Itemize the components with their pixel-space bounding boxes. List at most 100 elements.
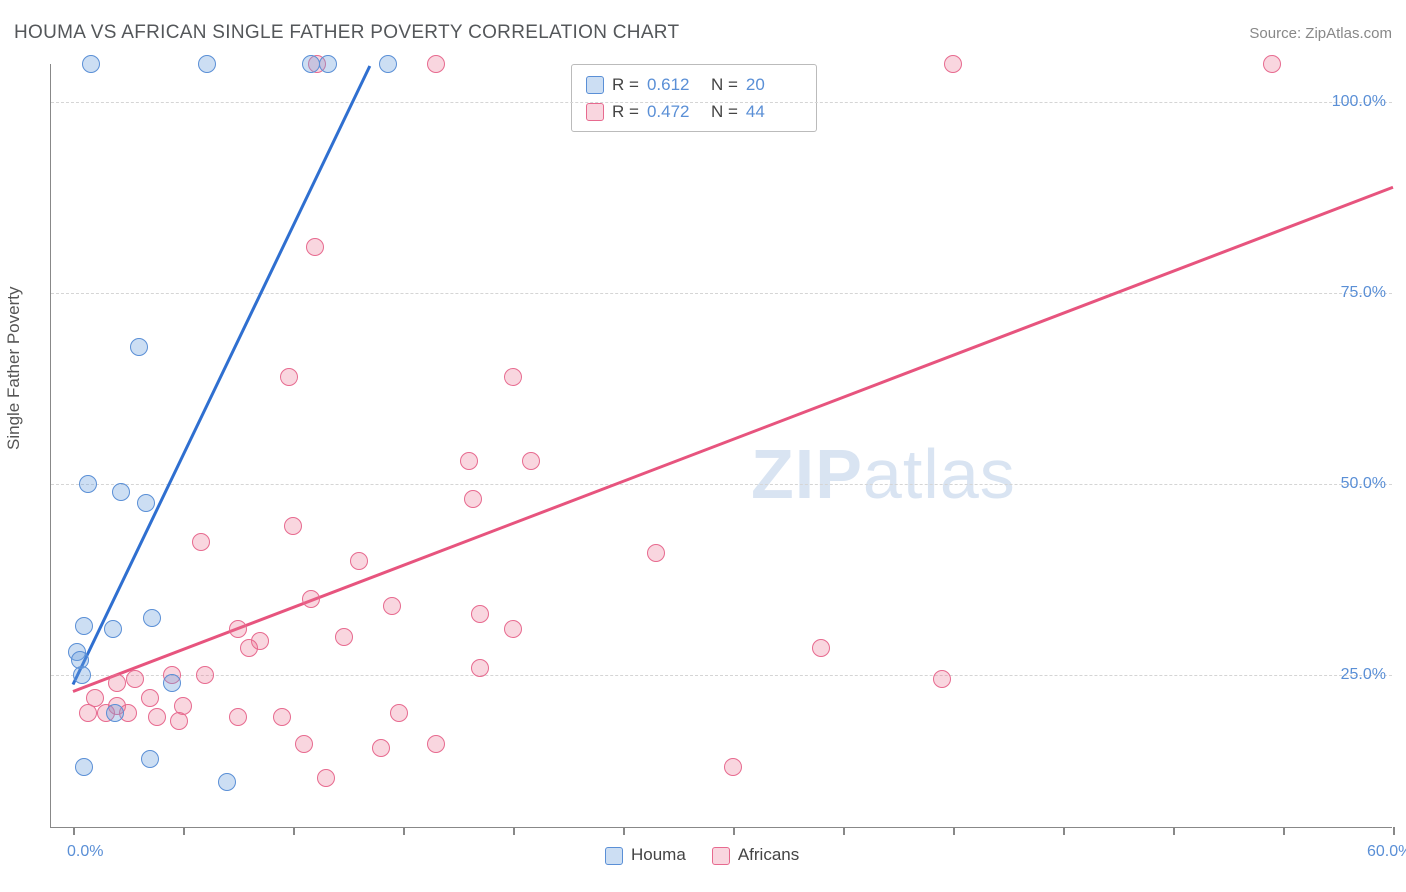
- scatter-point-africans: [273, 708, 291, 726]
- scatter-point-africans: [812, 639, 830, 657]
- source-prefix: Source:: [1249, 25, 1305, 42]
- scatter-point-houma: [104, 620, 122, 638]
- legend-series: Houma Africans: [605, 845, 799, 865]
- scatter-point-africans: [933, 670, 951, 688]
- scatter-point-africans: [148, 708, 166, 726]
- scatter-point-africans: [944, 55, 962, 73]
- y-axis-label: Single Father Poverty: [4, 287, 24, 450]
- scatter-point-houma: [163, 674, 181, 692]
- scatter-point-houma: [75, 758, 93, 776]
- scatter-point-africans: [295, 735, 313, 753]
- scatter-point-houma: [112, 483, 130, 501]
- y-tick-label: 25.0%: [1341, 666, 1386, 684]
- scatter-point-africans: [79, 704, 97, 722]
- x-tick: [1063, 827, 1065, 835]
- scatter-point-africans: [350, 552, 368, 570]
- scatter-point-africans: [1263, 55, 1281, 73]
- scatter-point-africans: [240, 639, 258, 657]
- legend-r-value: 0.612: [647, 71, 703, 98]
- scatter-point-houma: [143, 609, 161, 627]
- legend-n-value: 20: [746, 71, 802, 98]
- x-tick: [403, 827, 405, 835]
- scatter-point-africans: [504, 368, 522, 386]
- legend-correlation: R =0.612N =20R =0.472N =44: [571, 64, 817, 132]
- legend-swatch: [586, 103, 604, 121]
- scatter-point-africans: [196, 666, 214, 684]
- chart-source: Source: ZipAtlas.com: [1249, 25, 1392, 42]
- legend-label: Africans: [738, 845, 799, 864]
- scatter-point-houma: [137, 494, 155, 512]
- scatter-point-houma: [319, 55, 337, 73]
- scatter-point-houma: [379, 55, 397, 73]
- x-tick: [1283, 827, 1285, 835]
- scatter-point-africans: [724, 758, 742, 776]
- y-tick-label: 50.0%: [1341, 475, 1386, 493]
- scatter-point-africans: [280, 368, 298, 386]
- legend-n-label: N =: [711, 71, 738, 98]
- x-tick-label: 60.0%: [1367, 843, 1406, 861]
- scatter-point-houma: [75, 617, 93, 635]
- scatter-point-houma: [73, 666, 91, 684]
- legend-r-label: R =: [612, 71, 639, 98]
- gridline: [51, 484, 1392, 485]
- chart-title: HOUMA VS AFRICAN SINGLE FATHER POVERTY C…: [14, 22, 679, 44]
- scatter-point-houma: [141, 750, 159, 768]
- scatter-point-africans: [504, 620, 522, 638]
- x-tick: [1173, 827, 1175, 835]
- x-tick: [733, 827, 735, 835]
- x-tick: [183, 827, 185, 835]
- scatter-point-africans: [427, 55, 445, 73]
- legend-swatch: [605, 847, 623, 865]
- watermark-light: atlas: [863, 435, 1016, 513]
- scatter-point-africans: [335, 628, 353, 646]
- scatter-point-africans: [471, 605, 489, 623]
- x-tick: [1393, 827, 1395, 835]
- scatter-point-africans: [192, 533, 210, 551]
- scatter-point-africans: [471, 659, 489, 677]
- scatter-point-africans: [141, 689, 159, 707]
- scatter-point-houma: [302, 55, 320, 73]
- scatter-point-africans: [383, 597, 401, 615]
- scatter-point-houma: [218, 773, 236, 791]
- scatter-point-africans: [229, 620, 247, 638]
- scatter-point-africans: [229, 708, 247, 726]
- scatter-point-africans: [306, 238, 324, 256]
- legend-swatch: [586, 76, 604, 94]
- scatter-point-houma: [82, 55, 100, 73]
- gridline: [51, 102, 1392, 103]
- x-tick: [513, 827, 515, 835]
- y-tick-label: 75.0%: [1341, 284, 1386, 302]
- scatter-point-africans: [427, 735, 445, 753]
- x-tick: [623, 827, 625, 835]
- legend-swatch: [712, 847, 730, 865]
- scatter-point-africans: [284, 517, 302, 535]
- x-tick: [293, 827, 295, 835]
- watermark: ZIPatlas: [751, 434, 1016, 514]
- scatter-point-houma: [130, 338, 148, 356]
- scatter-point-africans: [372, 739, 390, 757]
- legend-label: Houma: [631, 845, 686, 864]
- x-tick-label: 0.0%: [67, 843, 103, 861]
- gridline: [51, 293, 1392, 294]
- legend-item: Houma: [605, 845, 686, 865]
- scatter-plot-area: ZIPatlas R =0.612N =20R =0.472N =44 Houm…: [50, 64, 1392, 828]
- x-tick: [843, 827, 845, 835]
- legend-row: R = 0.612 N = 20: [586, 71, 802, 98]
- legend-item: Africans: [712, 845, 799, 865]
- scatter-point-africans: [464, 490, 482, 508]
- scatter-point-houma: [79, 475, 97, 493]
- scatter-point-africans: [522, 452, 540, 470]
- source-name: ZipAtlas.com: [1305, 25, 1392, 42]
- scatter-point-africans: [170, 712, 188, 730]
- scatter-point-africans: [390, 704, 408, 722]
- watermark-bold: ZIP: [751, 435, 863, 513]
- scatter-point-houma: [198, 55, 216, 73]
- scatter-point-africans: [647, 544, 665, 562]
- x-tick: [953, 827, 955, 835]
- scatter-point-houma: [106, 704, 124, 722]
- scatter-point-africans: [302, 590, 320, 608]
- gridline: [51, 675, 1392, 676]
- chart-header: HOUMA VS AFRICAN SINGLE FATHER POVERTY C…: [14, 18, 1392, 48]
- scatter-point-africans: [460, 452, 478, 470]
- y-tick-label: 100.0%: [1332, 93, 1386, 111]
